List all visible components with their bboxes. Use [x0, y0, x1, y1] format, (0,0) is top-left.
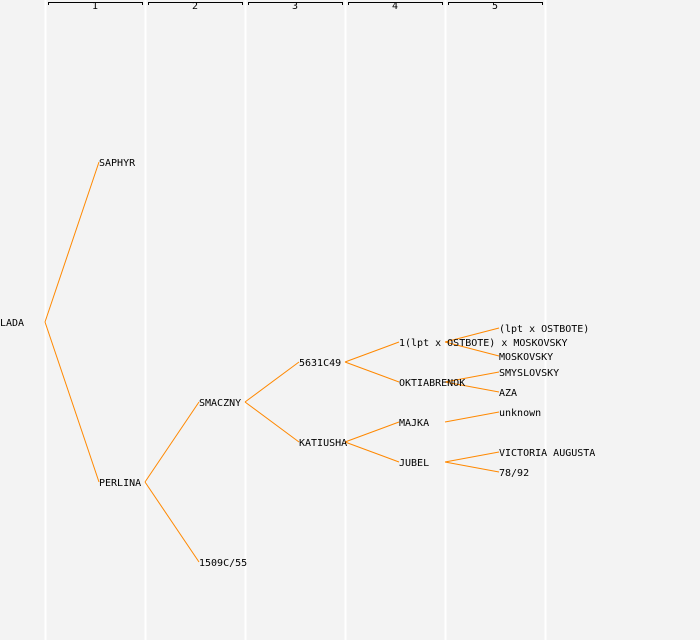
pedigree-node[interactable]: JUBEL — [399, 458, 429, 469]
pedigree-node[interactable]: KATIUSHA — [299, 438, 347, 449]
connector-line — [444, 451, 500, 463]
generation-header: 1 2 3 4 5 — [48, 1, 543, 12]
pedigree-node[interactable]: 78/92 — [499, 468, 529, 479]
generation-bracket — [348, 2, 443, 5]
generation-bracket — [248, 2, 343, 5]
generation-label: 5 — [492, 1, 498, 12]
pedigree-node[interactable]: 1509C/55 — [199, 558, 247, 569]
connector-line — [44, 161, 100, 323]
node-labels: LADA SAPHYR PERLINA SMACZNY 5631C49 1(lpt x O… — [0, 158, 595, 569]
connector-line — [344, 421, 400, 443]
connector-line — [444, 327, 500, 343]
pedigree-node[interactable]: OKTIABRENOK — [399, 378, 465, 389]
connector-line — [144, 401, 200, 483]
connector-line — [44, 321, 100, 483]
connector-line — [344, 441, 400, 463]
connector-line — [244, 361, 300, 403]
connector-line — [144, 481, 200, 563]
pedigree-node[interactable]: unknown — [499, 408, 541, 419]
connector-line — [444, 371, 500, 383]
connector-lines — [44, 161, 500, 563]
connector-line — [444, 341, 500, 357]
pedigree-node[interactable]: LADA — [0, 318, 24, 329]
pedigree-node[interactable]: (lpt x OSTBOTE) — [499, 324, 589, 335]
pedigree-node[interactable]: VICTORIA AUGUSTA — [499, 448, 595, 459]
connector-line — [444, 411, 500, 423]
generation-bracket — [148, 2, 243, 5]
generation-label: 2 — [192, 1, 198, 12]
pedigree-node[interactable]: PERLINA — [99, 478, 141, 489]
pedigree-node[interactable]: SMACZNY — [199, 398, 241, 409]
generation-label: 3 — [292, 1, 298, 12]
generation-separators — [44, 0, 547, 640]
generation-label: 1 — [92, 1, 98, 12]
connector-line — [344, 361, 400, 383]
connector-line — [244, 401, 300, 443]
generation-bracket — [448, 2, 543, 5]
generation-bracket — [48, 2, 143, 5]
connector-line — [344, 341, 400, 363]
pedigree-node[interactable]: SAPHYR — [99, 158, 136, 169]
connector-line — [444, 381, 500, 393]
connector-line — [444, 461, 500, 473]
pedigree-node[interactable]: MAJKA — [399, 418, 429, 429]
pedigree-node[interactable]: AZA — [499, 388, 517, 399]
pedigree-node[interactable]: 5631C49 — [299, 358, 341, 369]
generation-label: 4 — [392, 1, 398, 12]
pedigree-node[interactable]: 1(lpt x OSTBOTE) x MOSKOVSKY — [399, 338, 568, 349]
pedigree-node[interactable]: MOSKOVSKY — [499, 352, 553, 363]
pedigree-node[interactable]: SMYSLOVSKY — [499, 368, 559, 379]
